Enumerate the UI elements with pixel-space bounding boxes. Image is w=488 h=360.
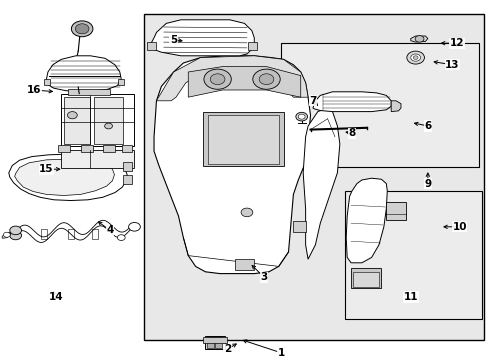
Polygon shape — [312, 92, 390, 112]
Polygon shape — [410, 36, 427, 42]
Bar — [344, 191, 481, 319]
Bar — [350, 268, 381, 288]
Circle shape — [406, 51, 424, 64]
Polygon shape — [46, 56, 121, 91]
Bar — [68, 229, 74, 239]
Polygon shape — [154, 56, 310, 274]
Bar — [205, 336, 224, 349]
Bar — [144, 14, 483, 340]
Bar — [58, 145, 70, 152]
Polygon shape — [188, 67, 300, 97]
Text: 9: 9 — [424, 179, 430, 189]
Bar — [248, 42, 257, 50]
Text: 3: 3 — [260, 272, 267, 282]
Polygon shape — [2, 232, 11, 238]
Polygon shape — [149, 20, 254, 56]
Circle shape — [414, 36, 423, 42]
Circle shape — [128, 222, 140, 231]
Bar — [123, 175, 132, 184]
Text: 4: 4 — [106, 225, 114, 235]
Bar — [68, 89, 110, 95]
Text: 5: 5 — [170, 35, 177, 45]
Text: 16: 16 — [27, 85, 41, 95]
Circle shape — [412, 56, 417, 59]
Text: 6: 6 — [424, 121, 430, 131]
Circle shape — [67, 112, 77, 119]
Text: 1: 1 — [277, 348, 284, 358]
Circle shape — [75, 24, 89, 34]
Text: 8: 8 — [348, 128, 355, 138]
Text: 14: 14 — [49, 292, 63, 302]
Bar — [92, 229, 98, 239]
Circle shape — [104, 123, 112, 129]
Circle shape — [298, 114, 305, 119]
Circle shape — [210, 74, 224, 85]
Circle shape — [241, 208, 252, 217]
Circle shape — [252, 69, 280, 89]
Bar — [281, 43, 478, 167]
Circle shape — [3, 232, 10, 237]
Bar — [352, 272, 379, 287]
Polygon shape — [303, 108, 339, 259]
Text: 7: 7 — [308, 96, 316, 106]
Bar — [386, 202, 405, 220]
Polygon shape — [390, 101, 400, 112]
Text: 2: 2 — [224, 344, 230, 354]
Text: 11: 11 — [403, 292, 417, 302]
Bar — [61, 94, 134, 146]
Bar — [293, 221, 305, 232]
Bar — [44, 79, 50, 85]
Circle shape — [10, 231, 21, 240]
Polygon shape — [346, 178, 386, 263]
Circle shape — [10, 226, 21, 235]
Bar — [203, 337, 227, 343]
Bar — [118, 79, 123, 85]
Polygon shape — [9, 154, 127, 201]
Bar — [123, 162, 132, 171]
Bar — [61, 150, 134, 168]
Bar — [206, 337, 214, 348]
Circle shape — [203, 69, 231, 89]
Text: 13: 13 — [444, 60, 459, 70]
Circle shape — [410, 54, 420, 61]
Bar — [215, 337, 222, 348]
Bar — [203, 112, 283, 166]
Bar — [63, 97, 90, 144]
Circle shape — [259, 74, 273, 85]
Polygon shape — [156, 56, 307, 101]
Text: 10: 10 — [451, 222, 466, 232]
Circle shape — [117, 235, 125, 240]
Bar — [146, 42, 155, 50]
Text: 15: 15 — [39, 164, 54, 174]
Bar — [102, 145, 115, 152]
Circle shape — [71, 21, 93, 37]
Bar — [94, 97, 123, 144]
Text: 12: 12 — [449, 38, 464, 48]
Bar — [207, 115, 278, 164]
Bar — [234, 259, 254, 270]
Bar — [81, 145, 93, 152]
Polygon shape — [15, 159, 114, 195]
Circle shape — [295, 112, 307, 121]
Bar — [41, 229, 47, 239]
Bar — [122, 145, 132, 152]
